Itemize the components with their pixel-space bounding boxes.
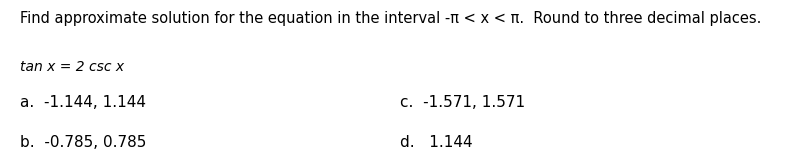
Text: tan x = 2 csc x: tan x = 2 csc x [20, 60, 124, 74]
Text: c.  -1.571, 1.571: c. -1.571, 1.571 [400, 95, 525, 110]
Text: d.   1.144: d. 1.144 [400, 135, 473, 150]
Text: a.  -1.144, 1.144: a. -1.144, 1.144 [20, 95, 146, 110]
Text: b.  -0.785, 0.785: b. -0.785, 0.785 [20, 135, 146, 150]
Text: Find approximate solution for the equation in the interval -π < x < π.  Round to: Find approximate solution for the equati… [20, 11, 762, 26]
